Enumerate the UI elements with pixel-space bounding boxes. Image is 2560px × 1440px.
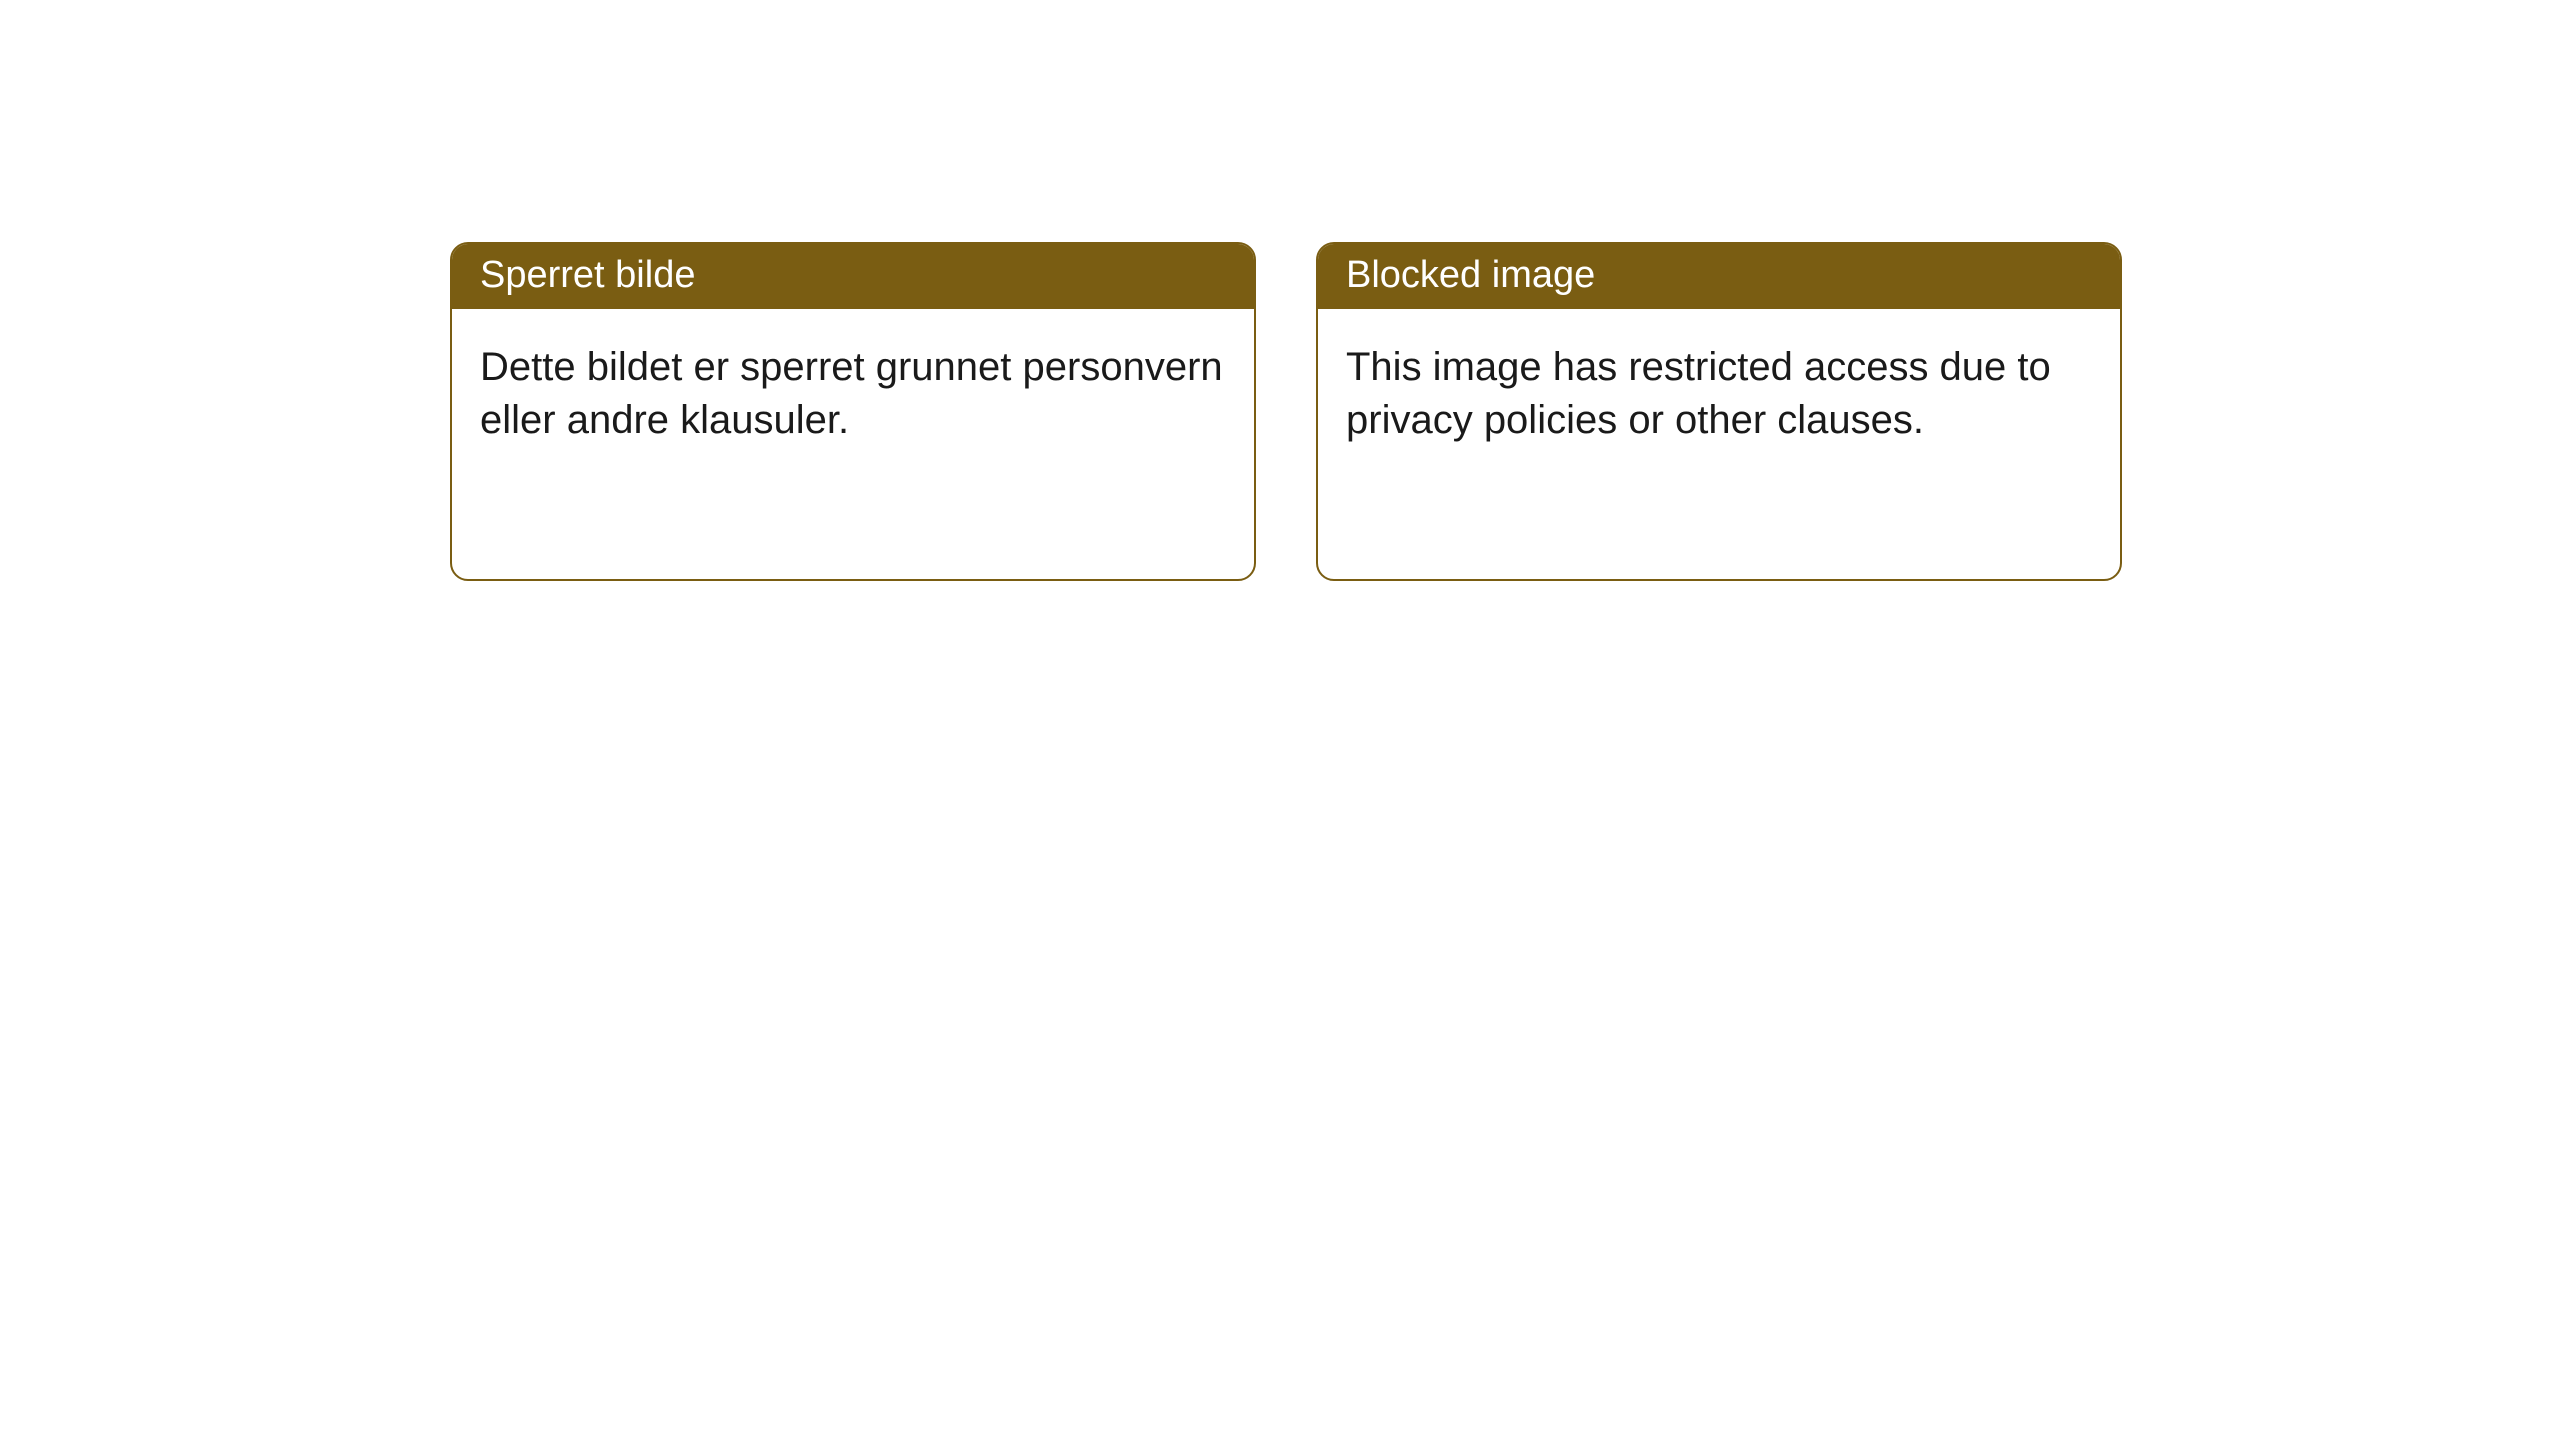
card-header: Sperret bilde xyxy=(452,244,1254,309)
cards-container: Sperret bilde Dette bildet er sperret gr… xyxy=(0,0,2560,581)
card-body: Dette bildet er sperret grunnet personve… xyxy=(452,309,1254,579)
blocked-image-card-norwegian: Sperret bilde Dette bildet er sperret gr… xyxy=(450,242,1256,581)
card-body: This image has restricted access due to … xyxy=(1318,309,2120,579)
blocked-image-card-english: Blocked image This image has restricted … xyxy=(1316,242,2122,581)
card-header: Blocked image xyxy=(1318,244,2120,309)
